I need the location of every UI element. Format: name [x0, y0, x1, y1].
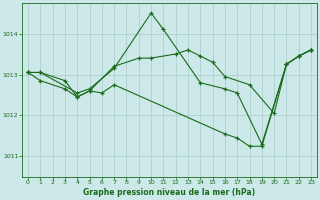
X-axis label: Graphe pression niveau de la mer (hPa): Graphe pression niveau de la mer (hPa)	[84, 188, 256, 197]
